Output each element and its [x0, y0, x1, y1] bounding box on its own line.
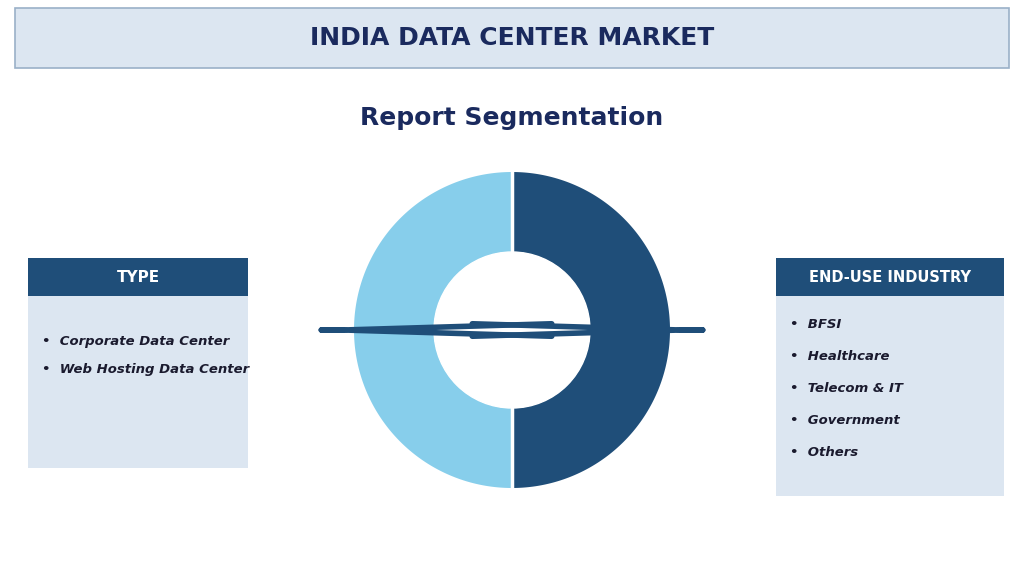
Text: •  Healthcare: • Healthcare	[790, 350, 890, 362]
Bar	[28, 296, 248, 468]
Bar	[28, 258, 248, 296]
Text: INDIA DATA CENTER MARKET: INDIA DATA CENTER MARKET	[310, 26, 714, 50]
Circle shape	[434, 252, 590, 408]
Text: •  BFSI: • BFSI	[790, 317, 842, 331]
Text: •  Others: • Others	[790, 445, 858, 458]
Text: •  Corporate Data Center: • Corporate Data Center	[42, 335, 229, 347]
Text: Report Segmentation: Report Segmentation	[360, 106, 664, 130]
Polygon shape	[354, 172, 512, 488]
Bar	[776, 258, 1004, 296]
Bar	[776, 296, 1004, 496]
Bar	[15, 8, 1009, 68]
Text: •  Web Hosting Data Center: • Web Hosting Data Center	[42, 362, 249, 376]
Text: END-USE INDUSTRY: END-USE INDUSTRY	[809, 270, 971, 285]
Polygon shape	[512, 172, 670, 488]
Text: •  Government: • Government	[790, 414, 900, 426]
Text: TYPE: TYPE	[117, 270, 160, 285]
Text: •  Telecom & IT: • Telecom & IT	[790, 381, 903, 395]
